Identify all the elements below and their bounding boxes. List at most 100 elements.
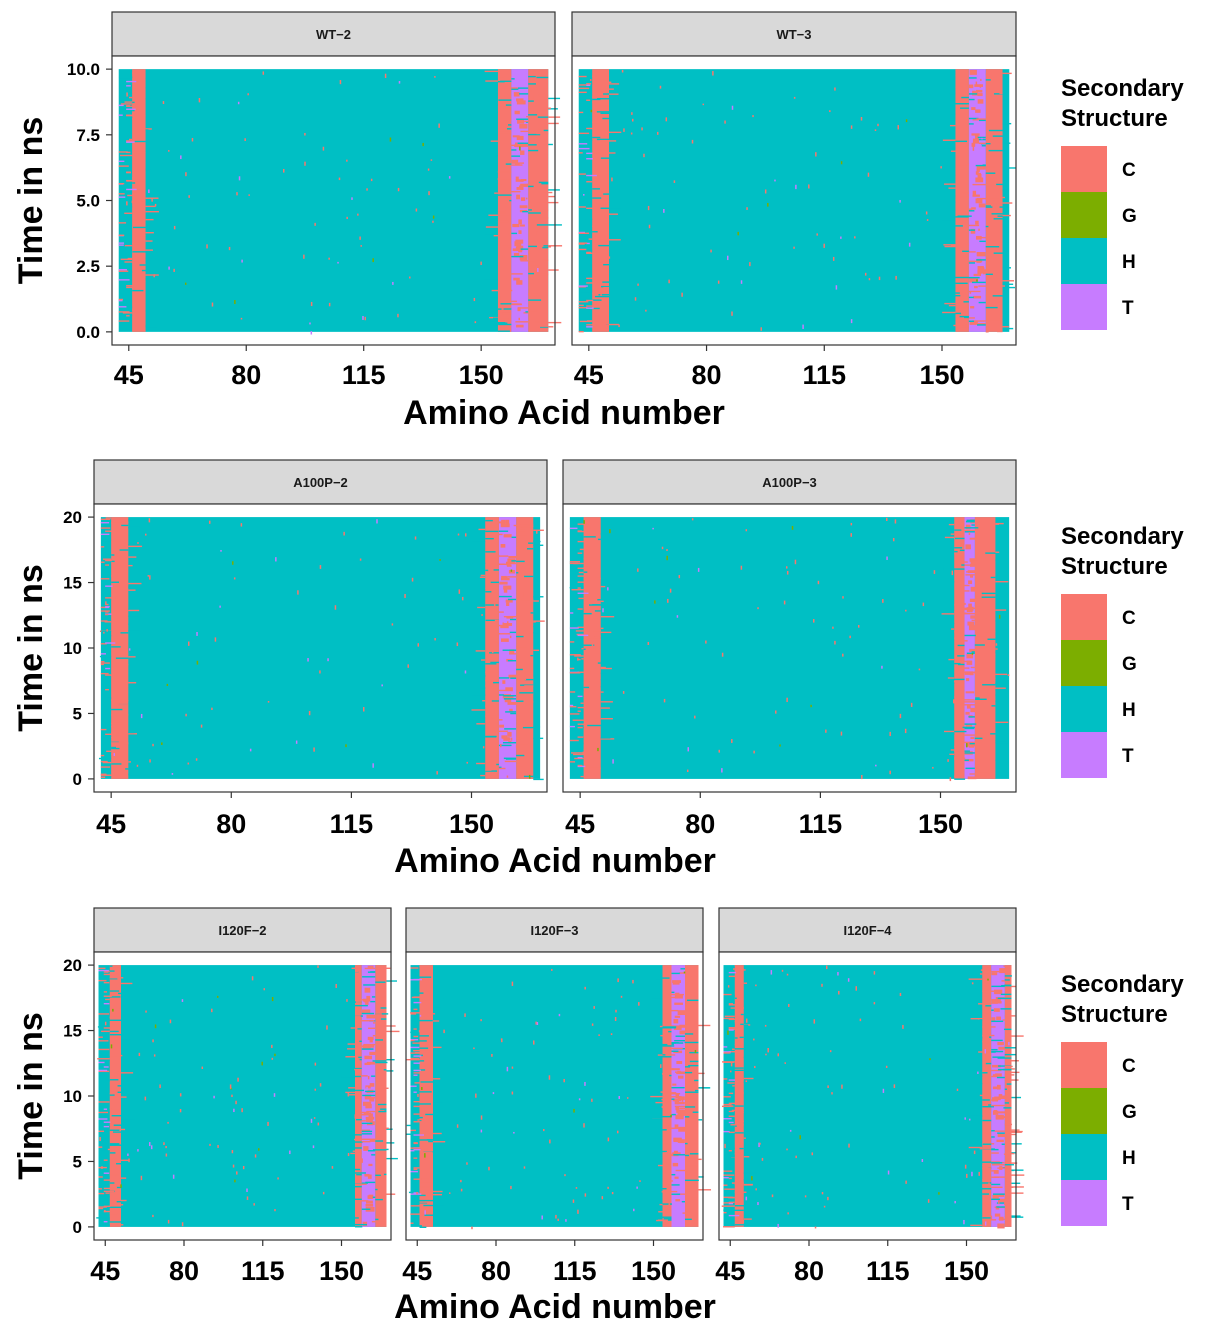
structure-fragment: [363, 1043, 376, 1046]
structure-fragment: [816, 233, 818, 236]
coil-fragment: [998, 1094, 1003, 1097]
structure-fragment: [981, 137, 983, 140]
structure-fragment: [524, 575, 534, 578]
structure-fragment: [361, 1122, 373, 1125]
structure-fragment: [528, 83, 536, 85]
structure-fragment: [111, 746, 116, 749]
structure-fragment: [889, 770, 891, 775]
structure-fragment: [979, 1019, 983, 1021]
structure-fragment: [236, 192, 238, 196]
coil-fragment: [675, 1114, 684, 1120]
structure-fragment: [471, 1226, 473, 1230]
structure-fragment: [950, 227, 956, 229]
structure-fragment: [295, 740, 298, 744]
structure-fragment: [961, 564, 965, 566]
coil-fragment: [969, 321, 978, 325]
structure-fragment: [995, 689, 999, 691]
structure-fragment: [126, 201, 128, 206]
structure-fragment: [662, 1026, 677, 1028]
structure-fragment: [136, 764, 139, 767]
structure-fragment: [413, 1134, 425, 1136]
structure-fragment: [671, 1093, 681, 1095]
structure-fragment: [956, 163, 969, 166]
structure-fragment: [271, 1057, 274, 1060]
structure-fragment: [645, 309, 647, 312]
structure-fragment: [548, 116, 561, 118]
structure-fragment: [101, 1218, 110, 1221]
structure-fragment: [577, 710, 581, 712]
structure-fragment: [103, 973, 114, 976]
x-tick-label: 150: [919, 360, 964, 390]
structure-fragment: [583, 644, 595, 646]
coil-band: [109, 965, 121, 1227]
coil-fragment: [504, 697, 512, 703]
structure-fragment: [569, 704, 574, 707]
structure-fragment: [109, 1079, 119, 1081]
structure-fragment: [583, 577, 591, 580]
structure-fragment: [991, 1152, 999, 1154]
structure-fragment: [601, 1196, 604, 1200]
structure-fragment: [978, 119, 986, 122]
structure-fragment: [389, 137, 392, 142]
structure-fragment: [577, 765, 586, 768]
structure-fragment: [161, 742, 163, 745]
structure-fragment: [586, 320, 593, 322]
structure-fragment: [734, 1048, 746, 1050]
structure-fragment: [569, 725, 575, 728]
structure-fragment: [586, 84, 591, 86]
structure-fragment: [609, 131, 622, 134]
structure-fragment: [105, 733, 114, 736]
structure-fragment: [307, 658, 309, 662]
structure-fragment: [99, 655, 112, 658]
structure-fragment: [961, 96, 969, 99]
structure-fragment: [609, 130, 618, 132]
structure-fragment: [533, 600, 539, 602]
structure-fragment: [380, 1007, 387, 1009]
structure-fragment: [728, 1028, 740, 1031]
structure-fragment: [419, 1180, 433, 1183]
structure-fragment: [985, 331, 989, 333]
structure-fragment: [498, 744, 512, 747]
structure-fragment: [944, 730, 955, 733]
structure-fragment: [991, 1069, 1002, 1072]
structure-fragment: [586, 83, 592, 85]
structure-fragment: [577, 756, 583, 759]
x-tick-label: 115: [330, 809, 374, 839]
structure-fragment: [979, 240, 986, 243]
coil-fragment: [967, 776, 977, 780]
structure-fragment: [476, 723, 486, 725]
structure-fragment: [346, 999, 348, 1002]
coil-fragment: [970, 615, 978, 619]
structure-fragment: [111, 734, 120, 736]
structure-fragment: [140, 713, 143, 719]
structure-fragment: [103, 1125, 110, 1128]
structure-fragment: [109, 1034, 124, 1036]
structure-fragment: [485, 530, 499, 533]
structure-fragment: [100, 533, 110, 536]
coil-fragment: [673, 1018, 679, 1024]
structure-fragment: [472, 562, 486, 564]
coil-fragment: [966, 609, 973, 613]
structure-fragment: [659, 1025, 663, 1028]
structure-fragment: [1002, 285, 1005, 287]
structure-fragment: [586, 324, 594, 326]
structure-fragment: [721, 1205, 735, 1207]
structure-fragment: [432, 220, 434, 223]
structure-fragment: [633, 1208, 635, 1212]
structure-fragment: [575, 1187, 578, 1189]
structure-fragment: [386, 1148, 389, 1151]
structure-fragment: [947, 677, 955, 679]
structure-fragment: [977, 324, 986, 326]
structure-fragment: [788, 1003, 790, 1007]
structure-fragment: [578, 152, 583, 154]
structure-fragment: [979, 1148, 992, 1150]
structure-fragment: [874, 129, 877, 132]
structure-fragment: [102, 558, 112, 560]
structure-fragment: [121, 1177, 127, 1179]
structure-fragment: [258, 1148, 260, 1151]
structure-fragment: [569, 586, 584, 589]
structure-fragment: [548, 269, 559, 271]
structure-fragment: [641, 127, 643, 131]
structure-fragment: [180, 155, 182, 160]
structure-fragment: [195, 758, 198, 761]
